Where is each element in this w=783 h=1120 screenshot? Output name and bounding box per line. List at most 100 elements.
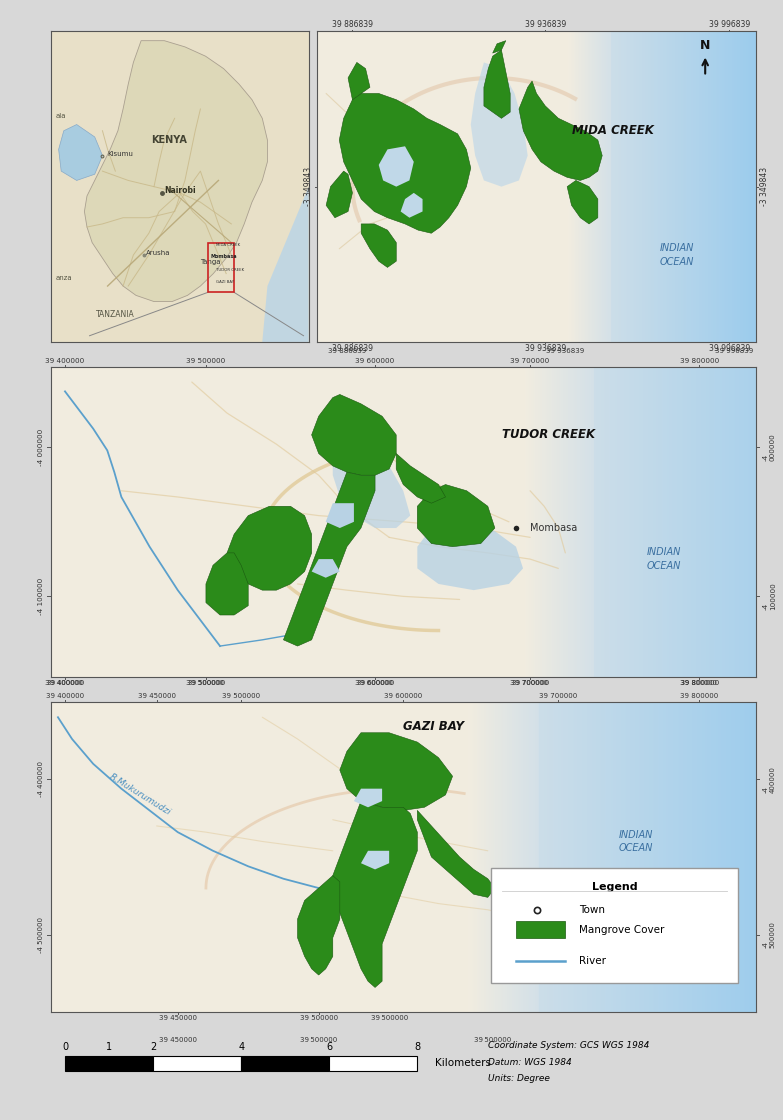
Text: 39 700000: 39 700000 bbox=[539, 693, 577, 699]
Text: Mombasa: Mombasa bbox=[211, 254, 237, 259]
Polygon shape bbox=[471, 63, 528, 187]
Text: 39 500000: 39 500000 bbox=[300, 1015, 337, 1020]
Text: -4 400000: -4 400000 bbox=[38, 762, 44, 797]
Polygon shape bbox=[312, 559, 340, 578]
Bar bbox=[208, 243, 234, 292]
Text: 39 500000: 39 500000 bbox=[222, 693, 260, 699]
Polygon shape bbox=[379, 147, 413, 187]
Text: 39 500000: 39 500000 bbox=[474, 1037, 511, 1044]
Text: 39 500000: 39 500000 bbox=[186, 680, 226, 685]
Text: MIDA CREEK: MIDA CREEK bbox=[216, 243, 240, 246]
Polygon shape bbox=[348, 63, 370, 100]
Text: River: River bbox=[579, 956, 606, 967]
Text: INDIAN
OCEAN: INDIAN OCEAN bbox=[659, 243, 694, 267]
Text: 39 800000: 39 800000 bbox=[681, 680, 717, 687]
Bar bbox=[516, 921, 565, 937]
Text: 39 996839: 39 996839 bbox=[709, 345, 750, 354]
Text: 2: 2 bbox=[150, 1042, 156, 1052]
Text: 39 936839: 39 936839 bbox=[525, 20, 566, 29]
Text: 39 500000: 39 500000 bbox=[370, 1015, 408, 1020]
Text: Kisumu: Kisumu bbox=[107, 150, 133, 157]
Text: Mangrove Cover: Mangrove Cover bbox=[579, 925, 665, 935]
Text: 39 700000: 39 700000 bbox=[512, 680, 548, 687]
Text: -3 349843: -3 349843 bbox=[304, 167, 313, 206]
Polygon shape bbox=[340, 732, 453, 811]
Text: 39 700000: 39 700000 bbox=[511, 358, 550, 364]
Bar bbox=[65, 1056, 153, 1071]
Text: 39 400000: 39 400000 bbox=[45, 358, 85, 364]
Polygon shape bbox=[85, 40, 268, 301]
FancyBboxPatch shape bbox=[492, 868, 738, 982]
Text: 39 936839: 39 936839 bbox=[525, 345, 566, 354]
Text: GAZI BAY: GAZI BAY bbox=[403, 720, 464, 734]
Polygon shape bbox=[326, 503, 354, 528]
Text: -3 349843: -3 349843 bbox=[760, 167, 769, 206]
Text: TANZANIA: TANZANIA bbox=[96, 310, 135, 319]
Text: 39 700000: 39 700000 bbox=[511, 680, 550, 685]
Polygon shape bbox=[339, 93, 471, 233]
Text: 39 450000: 39 450000 bbox=[138, 693, 175, 699]
Text: 39 600000: 39 600000 bbox=[357, 680, 393, 687]
Text: 39 800000: 39 800000 bbox=[680, 680, 719, 685]
Polygon shape bbox=[333, 435, 410, 528]
Text: 39 450000: 39 450000 bbox=[159, 1037, 197, 1044]
Text: 39 886839: 39 886839 bbox=[328, 348, 366, 354]
Text: 39 936839: 39 936839 bbox=[547, 348, 584, 354]
Text: 39 600000: 39 600000 bbox=[384, 693, 422, 699]
Text: 39 800000: 39 800000 bbox=[680, 693, 718, 699]
Text: 39 996839: 39 996839 bbox=[709, 20, 750, 29]
Text: Datum: WGS 1984: Datum: WGS 1984 bbox=[488, 1057, 572, 1066]
Polygon shape bbox=[567, 180, 598, 224]
Text: -4 000000: -4 000000 bbox=[38, 429, 44, 466]
Text: Units: Degree: Units: Degree bbox=[488, 1074, 550, 1083]
Text: -4
000000: -4 000000 bbox=[763, 433, 776, 461]
Text: 39 500000: 39 500000 bbox=[186, 358, 226, 364]
Text: 39 600000: 39 600000 bbox=[355, 680, 395, 685]
Polygon shape bbox=[262, 187, 309, 342]
Text: 8: 8 bbox=[414, 1042, 420, 1052]
Polygon shape bbox=[493, 40, 506, 53]
Text: 4: 4 bbox=[238, 1042, 244, 1052]
Polygon shape bbox=[484, 50, 511, 119]
Polygon shape bbox=[206, 553, 248, 615]
Polygon shape bbox=[401, 193, 423, 217]
Polygon shape bbox=[227, 506, 312, 590]
Bar bbox=[329, 1056, 417, 1071]
Text: 39 500000: 39 500000 bbox=[188, 680, 224, 687]
Text: 39 400000: 39 400000 bbox=[46, 693, 84, 699]
Text: R.Mukurumudzi: R.Mukurumudzi bbox=[107, 773, 172, 818]
Text: Coordinate System: GCS WGS 1984: Coordinate System: GCS WGS 1984 bbox=[488, 1040, 649, 1051]
Text: -4
400000: -4 400000 bbox=[763, 766, 776, 793]
Polygon shape bbox=[396, 454, 446, 503]
Text: 6: 6 bbox=[327, 1042, 332, 1052]
Text: -4
500000: -4 500000 bbox=[763, 922, 776, 948]
Polygon shape bbox=[333, 801, 417, 988]
Text: INDIAN
OCEAN: INDIAN OCEAN bbox=[647, 548, 681, 571]
Polygon shape bbox=[519, 81, 602, 180]
Bar bbox=[241, 1056, 330, 1071]
Polygon shape bbox=[417, 485, 495, 547]
Polygon shape bbox=[361, 851, 389, 869]
Text: TUDOR CREEK: TUDOR CREEK bbox=[216, 268, 244, 271]
Polygon shape bbox=[327, 171, 352, 217]
Text: 39 800000: 39 800000 bbox=[680, 358, 719, 364]
Text: GAZI BAY: GAZI BAY bbox=[216, 280, 234, 284]
Text: 1: 1 bbox=[106, 1042, 112, 1052]
Text: Town: Town bbox=[579, 905, 605, 915]
Polygon shape bbox=[51, 31, 309, 342]
Text: Legend: Legend bbox=[592, 881, 637, 892]
Text: 39 400000: 39 400000 bbox=[45, 680, 85, 685]
Polygon shape bbox=[312, 394, 396, 475]
Text: Nairobi: Nairobi bbox=[164, 186, 196, 195]
Polygon shape bbox=[417, 811, 495, 897]
Polygon shape bbox=[59, 124, 103, 180]
Polygon shape bbox=[417, 522, 523, 590]
Text: Kilometers: Kilometers bbox=[435, 1058, 491, 1068]
Polygon shape bbox=[298, 876, 340, 976]
Text: 39 500000: 39 500000 bbox=[300, 1037, 337, 1044]
Polygon shape bbox=[283, 473, 375, 646]
Text: 39 886839: 39 886839 bbox=[332, 345, 373, 354]
Text: 0: 0 bbox=[62, 1042, 68, 1052]
Text: Tanga: Tanga bbox=[200, 260, 221, 265]
Text: MIDA CREEK: MIDA CREEK bbox=[572, 124, 654, 138]
